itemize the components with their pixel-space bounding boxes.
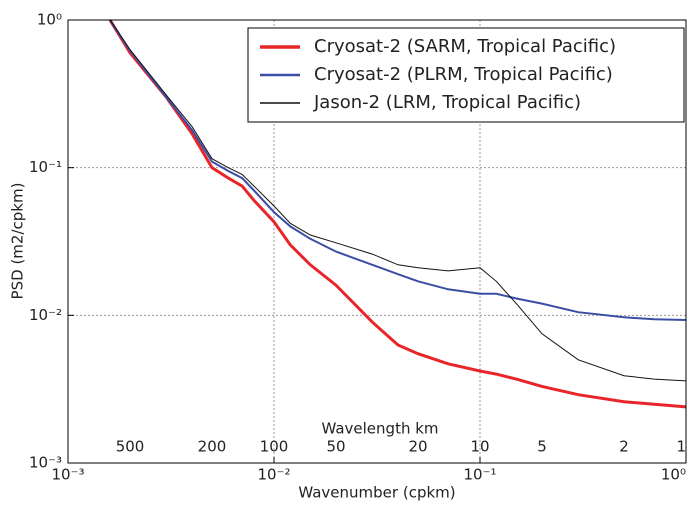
wavelength-tick-label: 100 [260,438,289,456]
x-tick-label: 10⁰ [661,466,686,484]
x-tick-label: 10⁻¹ [463,466,496,484]
wavelength-tick-label: 500 [116,438,145,456]
series-line [109,19,687,382]
legend-label: Cryosat-2 (PLRM, Tropical Pacific) [314,64,613,85]
y-tick-label: 10⁻² [29,306,62,324]
x-tick-label: 10⁻² [257,466,290,484]
series-line [109,19,687,321]
x-axis-label: Wavenumber (cpkm) [298,484,455,502]
wavelength-tick-label: 10 [470,438,489,456]
plot-frame [67,19,687,464]
wavelength-tick-label: 200 [198,438,227,456]
wavelength-title: Wavelength km [321,420,438,438]
wavelength-tick-label: 5 [537,438,547,456]
wavelength-tick-label: 1 [676,438,686,456]
y-tick-label: 10⁻³ [29,454,62,472]
legend-label: Jason-2 (LRM, Tropical Pacific) [313,92,581,113]
legend-box [247,27,685,123]
x-tick-label: 10⁻³ [51,466,84,484]
wavelength-tick-label: 50 [326,438,345,456]
legend-label: Cryosat-2 (SARM, Tropical Pacific) [314,36,616,57]
y-tick-label: 10⁰ [37,11,62,29]
wavelength-tick-label: 2 [619,438,629,456]
wavelength-tick-label: 20 [408,438,427,456]
y-tick-label: 10⁻¹ [29,158,62,176]
y-axis-label: PSD (m2/cpkm) [9,183,27,300]
series-line [108,19,687,409]
